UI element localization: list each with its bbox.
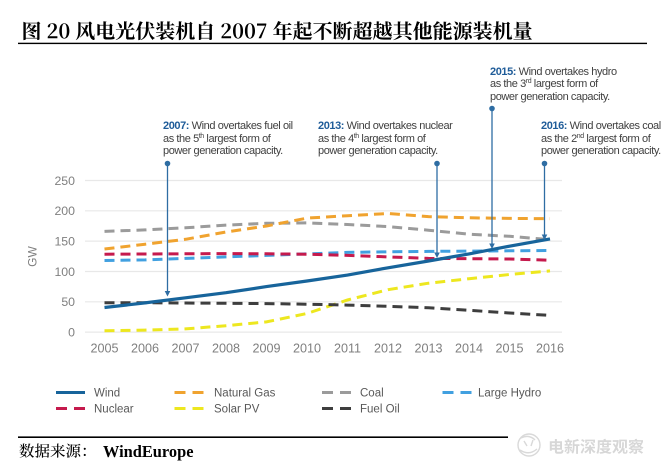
svg-text:WindEurope: WindEurope xyxy=(103,442,194,461)
svg-text:2014: 2014 xyxy=(455,342,483,356)
svg-text:250: 250 xyxy=(54,174,75,188)
svg-text:Natural Gas: Natural Gas xyxy=(214,388,276,400)
svg-text:2016: 2016 xyxy=(536,342,564,356)
svg-text:Large Hydro: Large Hydro xyxy=(478,388,541,400)
svg-text:2011: 2011 xyxy=(334,342,361,356)
svg-text:50: 50 xyxy=(61,295,75,309)
svg-text:100: 100 xyxy=(54,265,75,279)
svg-text:2007: 2007 xyxy=(171,342,199,356)
svg-text:2008: 2008 xyxy=(212,342,240,356)
svg-text:150: 150 xyxy=(54,235,75,249)
svg-text:Nuclear: Nuclear xyxy=(94,404,134,416)
svg-text:Wind: Wind xyxy=(94,388,120,400)
svg-text:2015: 2015 xyxy=(495,342,523,356)
svg-text:GW: GW xyxy=(26,246,40,267)
svg-text:0: 0 xyxy=(68,326,75,340)
svg-text:2013: 2013 xyxy=(414,342,442,356)
svg-text:2010: 2010 xyxy=(293,342,321,356)
svg-text:2009: 2009 xyxy=(252,342,280,356)
svg-text:2012: 2012 xyxy=(374,342,402,356)
svg-text:Coal: Coal xyxy=(360,388,384,400)
svg-text:2006: 2006 xyxy=(131,342,159,356)
svg-text:200: 200 xyxy=(54,204,75,218)
svg-text:2005: 2005 xyxy=(90,342,118,356)
svg-text:Fuel Oil: Fuel Oil xyxy=(360,404,400,416)
svg-text:Solar PV: Solar PV xyxy=(214,404,260,416)
